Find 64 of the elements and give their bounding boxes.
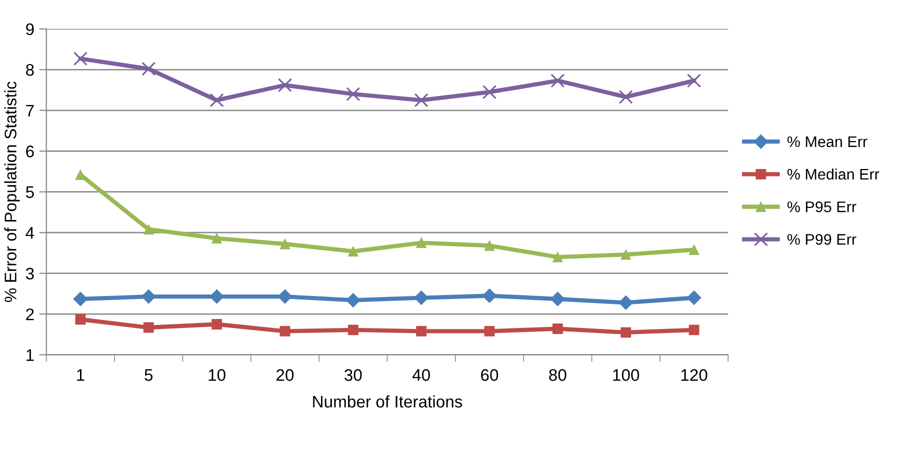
- point: [484, 240, 495, 251]
- legend-label: % Mean Err: [787, 136, 868, 148]
- point: [210, 93, 224, 108]
- legend-label: % Median Err: [787, 168, 880, 180]
- x-tick-label: 30: [344, 369, 362, 381]
- x-tick-label: 5: [144, 369, 153, 381]
- point: [73, 52, 88, 66]
- point: [686, 290, 702, 305]
- point: [550, 74, 565, 88]
- point: [75, 314, 86, 325]
- point: [346, 292, 360, 308]
- point: [142, 62, 156, 76]
- point: [416, 238, 427, 248]
- legend-label: % P99 Err: [787, 234, 856, 245]
- y-tick-label: 4: [26, 227, 34, 239]
- point: [550, 292, 565, 306]
- y-tick-label: 8: [26, 64, 34, 76]
- point: [686, 74, 702, 88]
- point: [414, 290, 429, 305]
- x-tick-label: 100: [613, 369, 640, 381]
- point: [210, 289, 224, 304]
- point: [143, 322, 154, 333]
- point: [618, 295, 634, 310]
- point: [688, 324, 700, 336]
- y-tick-label: 7: [26, 104, 34, 116]
- point: [414, 93, 428, 108]
- x-tick-label: 10: [208, 369, 226, 381]
- x-tick-label: 60: [481, 369, 498, 381]
- point: [348, 324, 358, 336]
- point: [482, 288, 497, 303]
- point: [416, 326, 427, 336]
- x-tick-label: 80: [549, 369, 566, 381]
- y-tick-label: 2: [26, 308, 34, 320]
- x-tick-label: 20: [276, 369, 294, 381]
- point: [212, 233, 222, 244]
- point: [212, 319, 222, 330]
- y-tick-label: 5: [26, 186, 34, 198]
- y-axis-title: % Error of Population Statistic: [4, 82, 20, 302]
- x-axis-title: Number of Iterations: [313, 395, 462, 408]
- point: [620, 249, 632, 260]
- point: [280, 326, 290, 336]
- point: [618, 90, 633, 104]
- point: [552, 324, 563, 334]
- point: [688, 244, 700, 255]
- point: [346, 87, 360, 102]
- point: [141, 289, 156, 304]
- point: [348, 246, 358, 257]
- point: [620, 327, 632, 338]
- point: [278, 289, 292, 304]
- x-tick-label: 1: [77, 369, 84, 381]
- point: [552, 252, 563, 262]
- legend-label: % P95 Err: [787, 201, 856, 212]
- point: [278, 78, 292, 92]
- x-tick-label: 120: [681, 369, 708, 381]
- x-tick-label: 40: [412, 369, 430, 381]
- y-tick-label: 3: [26, 268, 34, 280]
- y-tick-label: 1: [26, 349, 34, 361]
- point: [482, 84, 497, 100]
- point: [280, 238, 290, 250]
- point: [73, 292, 88, 306]
- point: [484, 326, 495, 336]
- y-tick-label: 6: [26, 146, 34, 158]
- point: [143, 224, 154, 235]
- y-tick-label: 9: [26, 23, 34, 36]
